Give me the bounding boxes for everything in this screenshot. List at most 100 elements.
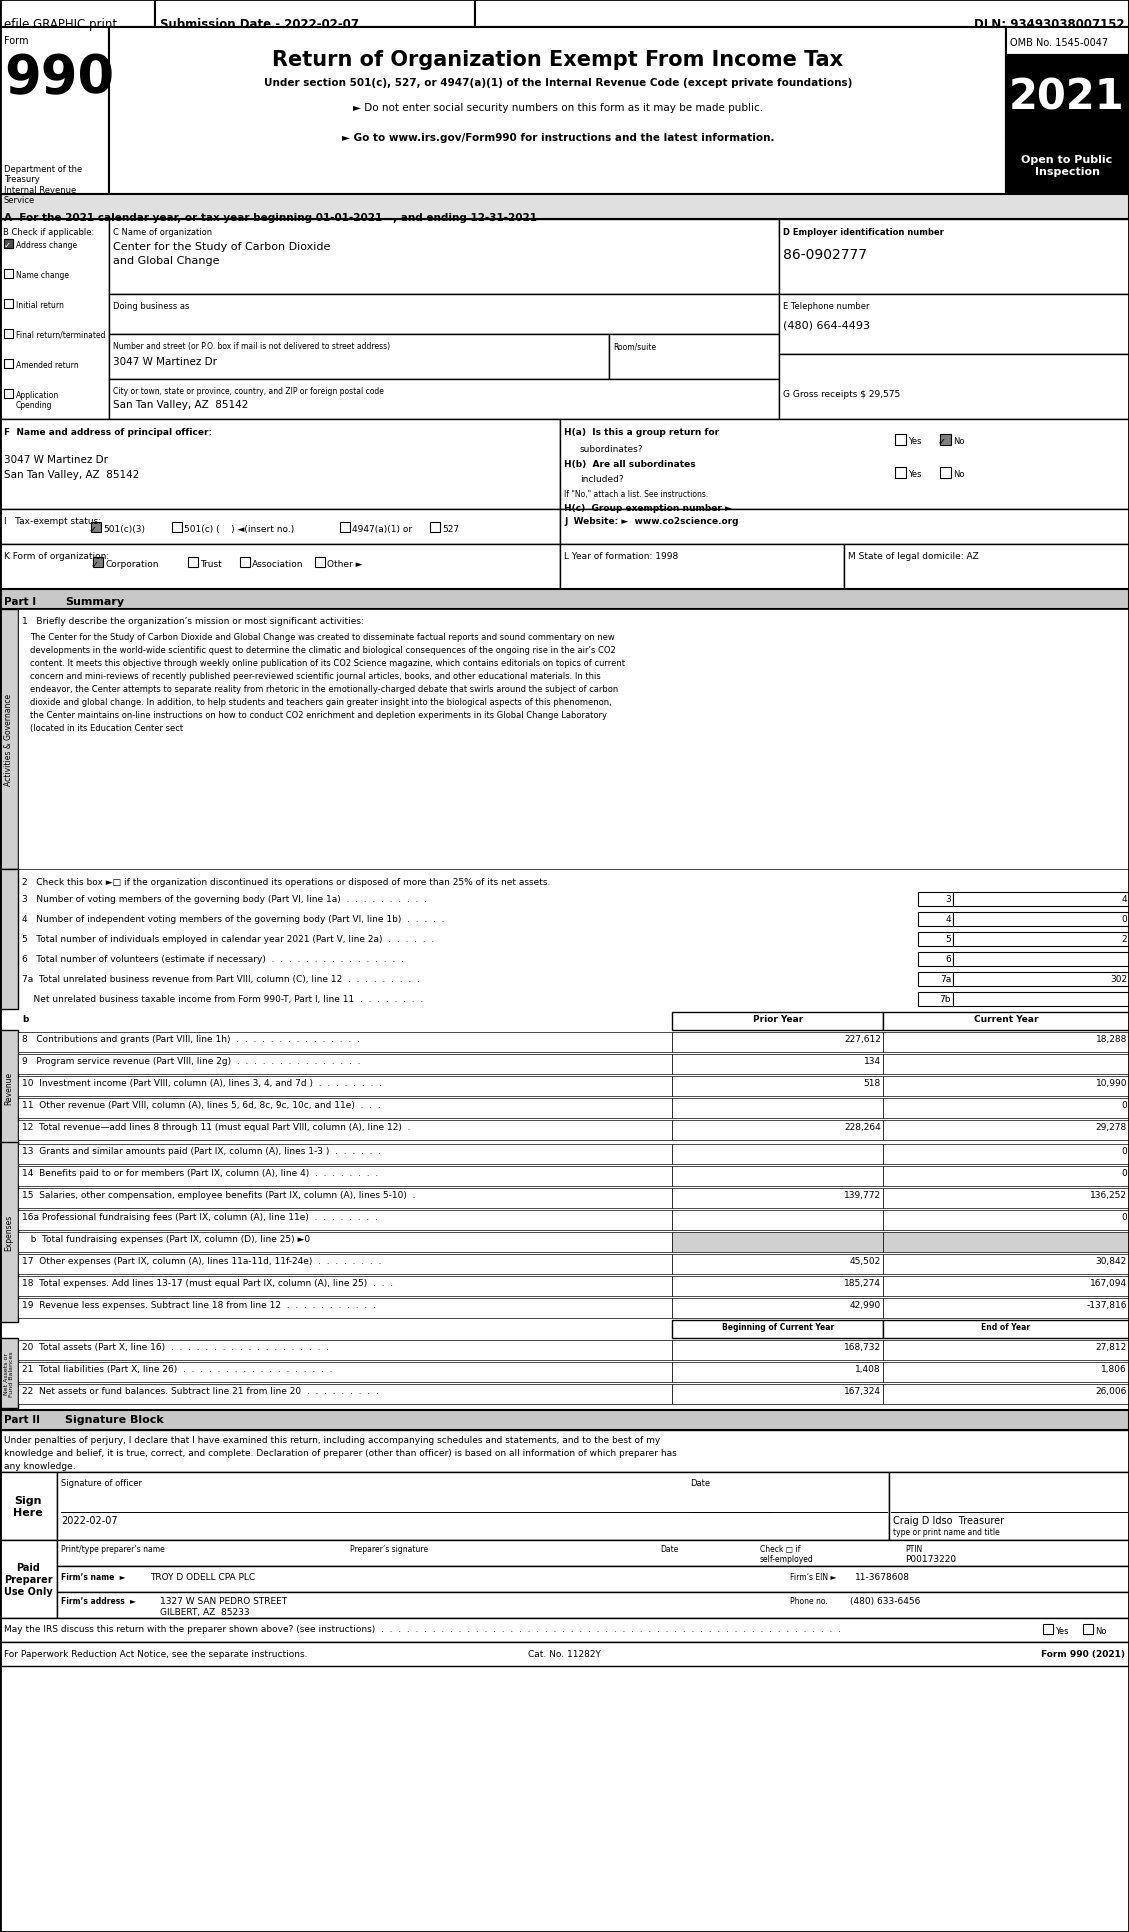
Text: San Tan Valley, AZ  85142: San Tan Valley, AZ 85142: [113, 400, 248, 410]
Text: Room/suite: Room/suite: [613, 342, 656, 352]
Bar: [0, 1339, 18, 1408]
Text: Firm’s name  ►: Firm’s name ►: [61, 1573, 125, 1580]
Text: 18,288: 18,288: [1095, 1034, 1127, 1043]
Text: Form: Form: [5, 37, 28, 46]
Text: Center for the Study of Carbon Dioxide: Center for the Study of Carbon Dioxide: [113, 242, 331, 251]
Text: J  Website: ►  www.co2science.org: J Website: ► www.co2science.org: [564, 516, 738, 526]
Text: K Form of organization:: K Form of organization:: [5, 553, 110, 560]
Bar: [110, 334, 609, 381]
Text: 167,324: 167,324: [844, 1387, 881, 1395]
Text: 139,772: 139,772: [843, 1190, 881, 1200]
Bar: [0, 1619, 1129, 1642]
Bar: [672, 1144, 883, 1165]
Bar: [110, 296, 779, 334]
Bar: [18, 1298, 672, 1318]
Text: Open to Public
Inspection: Open to Public Inspection: [1022, 155, 1112, 176]
Bar: [0, 1472, 56, 1540]
Bar: [0, 1030, 18, 1144]
Text: 0: 0: [1121, 1169, 1127, 1177]
Text: 185,274: 185,274: [844, 1279, 881, 1287]
Bar: [953, 972, 1129, 987]
Bar: [883, 1144, 1129, 1165]
Text: 4: 4: [945, 914, 951, 923]
Text: 3047 W Martinez Dr: 3047 W Martinez Dr: [5, 454, 108, 466]
Text: ✓: ✓: [5, 242, 11, 249]
Text: Craig D Idso  Treasurer: Craig D Idso Treasurer: [893, 1515, 1004, 1524]
Text: Signature of officer: Signature of officer: [61, 1478, 142, 1488]
Bar: [672, 1341, 883, 1360]
Text: 8   Contributions and grants (Part VIII, line 1h)  .  .  .  .  .  .  .  .  .  . : 8 Contributions and grants (Part VIII, l…: [21, 1034, 360, 1043]
Bar: [56, 1472, 889, 1540]
Text: 0: 0: [1121, 1213, 1127, 1221]
Text: 228,264: 228,264: [844, 1122, 881, 1132]
Text: Yes: Yes: [908, 469, 921, 479]
Text: 302: 302: [1110, 974, 1127, 983]
Text: ✓: ✓: [89, 526, 97, 535]
Text: 42,990: 42,990: [850, 1300, 881, 1310]
Bar: [18, 1055, 672, 1074]
Bar: [672, 1099, 883, 1119]
Bar: [672, 1188, 883, 1208]
Bar: [940, 468, 951, 479]
Text: Activities & Governance: Activities & Governance: [5, 694, 14, 786]
Bar: [953, 952, 1129, 966]
Bar: [110, 381, 779, 419]
Bar: [18, 611, 1129, 869]
Text: ✓: ✓: [938, 437, 946, 446]
Bar: [672, 1055, 883, 1074]
Text: 15  Salaries, other compensation, employee benefits (Part IX, column (A), lines : 15 Salaries, other compensation, employe…: [21, 1190, 415, 1200]
Bar: [1083, 1625, 1093, 1634]
Bar: [609, 334, 779, 381]
Bar: [172, 524, 182, 533]
Bar: [18, 1254, 672, 1275]
Bar: [5, 359, 14, 369]
Bar: [0, 27, 110, 195]
Text: Part II: Part II: [5, 1414, 40, 1424]
Text: Date: Date: [690, 1478, 710, 1488]
Text: Final return/terminated: Final return/terminated: [16, 330, 105, 340]
Bar: [18, 1341, 672, 1360]
Bar: [5, 240, 14, 249]
Text: 4: 4: [1121, 895, 1127, 904]
Bar: [883, 1385, 1129, 1405]
Bar: [18, 1188, 672, 1208]
Text: (located in its Education Center sect: (located in its Education Center sect: [30, 724, 183, 732]
Text: -137,816: -137,816: [1086, 1300, 1127, 1310]
Text: 1,408: 1,408: [856, 1364, 881, 1374]
Text: 27,812: 27,812: [1096, 1343, 1127, 1350]
Bar: [1006, 56, 1129, 137]
Text: Doing business as: Doing business as: [113, 301, 190, 311]
Bar: [844, 545, 1129, 589]
Text: Corporation: Corporation: [105, 560, 158, 568]
Text: No: No: [1095, 1627, 1106, 1634]
Bar: [672, 1032, 883, 1053]
Bar: [672, 1121, 883, 1140]
Text: 14  Benefits paid to or for members (Part IX, column (A), line 4)  .  .  .  .  .: 14 Benefits paid to or for members (Part…: [21, 1169, 378, 1177]
Text: H(a)  Is this a group return for: H(a) Is this a group return for: [564, 427, 719, 437]
Text: Firm’s address  ►: Firm’s address ►: [61, 1596, 135, 1605]
Text: G Gross receipts $ 29,575: G Gross receipts $ 29,575: [784, 390, 900, 398]
Bar: [0, 1142, 18, 1321]
Text: 1   Briefly describe the organization’s mission or most significant activities:: 1 Briefly describe the organization’s mi…: [21, 616, 364, 626]
Bar: [18, 1385, 672, 1405]
Bar: [18, 1277, 672, 1296]
Text: Trust: Trust: [200, 560, 221, 568]
Text: M State of legal domicile: AZ: M State of legal domicile: AZ: [848, 553, 979, 560]
Text: endeavor, the Center attempts to separate reality from rhetoric in the emotional: endeavor, the Center attempts to separat…: [30, 684, 619, 694]
Text: 18  Total expenses. Add lines 13-17 (must equal Part IX, column (A), line 25)  .: 18 Total expenses. Add lines 13-17 (must…: [21, 1279, 393, 1287]
Bar: [883, 1099, 1129, 1119]
Text: 518: 518: [864, 1078, 881, 1088]
Text: 0: 0: [1121, 1101, 1127, 1109]
Bar: [18, 1362, 672, 1381]
Text: any knowledge.: any knowledge.: [5, 1461, 76, 1470]
Text: the Center maintains on-line instructions on how to conduct CO2 enrichment and d: the Center maintains on-line instruction…: [30, 711, 607, 719]
Text: 12  Total revenue—add lines 8 through 11 (must equal Part VIII, column (A), line: 12 Total revenue—add lines 8 through 11 …: [21, 1122, 411, 1132]
Bar: [0, 220, 110, 419]
Bar: [672, 1362, 883, 1381]
Text: H(b)  Are all subordinates: H(b) Are all subordinates: [564, 460, 695, 469]
Bar: [918, 952, 953, 966]
Text: 11  Other revenue (Part VIII, column (A), lines 5, 6d, 8c, 9c, 10c, and 11e)  . : 11 Other revenue (Part VIII, column (A),…: [21, 1101, 380, 1109]
Text: and Global Change: and Global Change: [113, 255, 219, 267]
Text: Submission Date - 2022-02-07: Submission Date - 2022-02-07: [160, 17, 359, 31]
Text: 29,278: 29,278: [1096, 1122, 1127, 1132]
